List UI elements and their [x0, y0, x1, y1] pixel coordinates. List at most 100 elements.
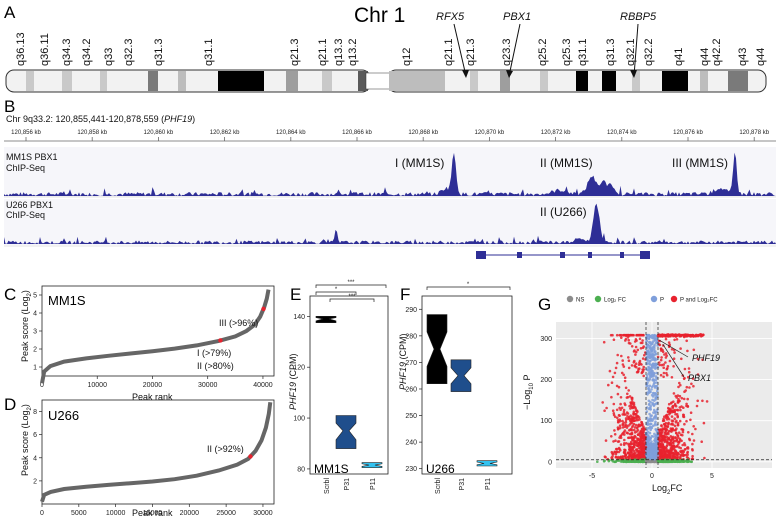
volcano-point	[676, 423, 680, 427]
band-label: q25.3	[561, 38, 573, 66]
volcano-point	[696, 357, 700, 361]
volcano-point	[681, 454, 685, 458]
volcano-point	[701, 399, 704, 403]
volcano-point	[692, 439, 696, 442]
x-tick-label: 0	[650, 473, 654, 480]
volcano-point	[666, 415, 669, 419]
volcano-point	[653, 381, 656, 385]
volcano-point	[696, 399, 699, 403]
y-tick-label: 8	[33, 409, 37, 416]
x-tick-label: P31	[344, 478, 351, 491]
gene-label-phf19: PHF19	[692, 353, 720, 363]
panel-e-label: E	[290, 285, 301, 304]
volcano-point	[653, 460, 656, 464]
volcano-point	[688, 386, 691, 389]
coord-tick-label: 120,866 kb	[342, 130, 372, 136]
volcano-point	[630, 405, 633, 408]
volcano-point	[627, 389, 630, 392]
volcano-point	[623, 442, 626, 445]
y-tick-label: 200	[540, 377, 552, 384]
x-tick-label: 30000	[198, 382, 218, 389]
volcano-point	[689, 335, 693, 338]
volcano-point	[655, 338, 658, 342]
volcano-point	[652, 404, 656, 407]
volcano-point	[640, 423, 643, 427]
volcano-point	[639, 347, 643, 350]
box-scrbl	[426, 314, 448, 385]
y-tick-label: 2	[33, 478, 37, 485]
volcano-point	[651, 391, 655, 395]
volcano-point	[612, 402, 616, 406]
volcano-point	[680, 428, 683, 431]
volcano-point	[628, 416, 631, 420]
y-tick-label: 290	[405, 307, 417, 314]
volcano-point	[623, 452, 627, 455]
volcano-point	[649, 407, 652, 411]
volcano-point	[635, 427, 639, 430]
volcano-point	[674, 436, 677, 440]
band-label: q43	[737, 48, 749, 66]
volcano-point	[682, 413, 685, 417]
volcano-point	[641, 446, 645, 449]
volcano-point	[687, 375, 690, 379]
volcano-point	[650, 375, 654, 378]
panel-c-label: C	[4, 285, 16, 304]
volcano-point	[678, 381, 681, 385]
volcano-point	[668, 456, 671, 460]
volcano-point	[650, 460, 653, 464]
chart-c-curve	[40, 289, 271, 384]
volcano-point	[703, 456, 706, 460]
x-tick-label: P11	[370, 478, 377, 490]
chart-g-ylabel: −Log10 P	[522, 375, 535, 410]
volcano-point	[670, 401, 673, 404]
volcano-point	[645, 406, 649, 409]
volcano-point	[654, 392, 657, 395]
band-label: q31.3	[153, 38, 165, 66]
volcano-point	[634, 353, 637, 356]
volcano-point	[683, 442, 686, 445]
volcano-point	[685, 402, 688, 406]
volcano-point	[675, 453, 679, 457]
volcano-point	[596, 460, 599, 464]
volcano-point	[672, 333, 676, 337]
significance-label: ***	[348, 294, 356, 300]
volcano-point	[658, 343, 662, 347]
coord-tick-label: 120,868 kb	[408, 130, 438, 136]
volcano-point	[679, 408, 682, 412]
chart-c-title: MM1S	[48, 293, 86, 308]
volcano-point	[618, 436, 621, 439]
volcano-point	[620, 406, 624, 410]
legend-label: Log₂ FC	[604, 298, 627, 304]
volcano-point	[675, 431, 678, 435]
significance-bracket	[426, 286, 511, 290]
volcano-point	[653, 450, 656, 454]
coord-tick-label: 120,856 kb	[11, 130, 41, 136]
volcano-point	[647, 387, 650, 391]
volcano-point	[667, 333, 670, 336]
volcano-point	[694, 427, 697, 431]
volcano-point	[654, 396, 658, 399]
volcano-point	[687, 367, 691, 370]
volcano-point	[621, 363, 625, 366]
volcano-point	[663, 446, 667, 450]
volcano-point	[681, 443, 684, 447]
volcano-point	[671, 456, 675, 460]
chart-d-ylabel: Peak score (Log2)	[20, 404, 33, 476]
volcano-point	[637, 455, 641, 458]
y-tick-label: 6	[33, 432, 37, 439]
volcano-point	[626, 415, 629, 418]
volcano-point	[621, 419, 624, 423]
x-tick-label: Scrbl	[435, 478, 442, 494]
label-leader	[659, 339, 689, 358]
volcano-point	[620, 354, 623, 358]
y-tick-label: 2	[33, 347, 37, 354]
volcano-point	[678, 419, 682, 423]
volcano-point	[705, 400, 709, 403]
volcano-point	[630, 419, 633, 422]
gene-markers: RFX5 PBX1 RBBP5	[436, 11, 657, 78]
volcano-point	[670, 453, 674, 457]
significance-bracket	[315, 284, 387, 288]
volcano-point	[623, 333, 627, 337]
